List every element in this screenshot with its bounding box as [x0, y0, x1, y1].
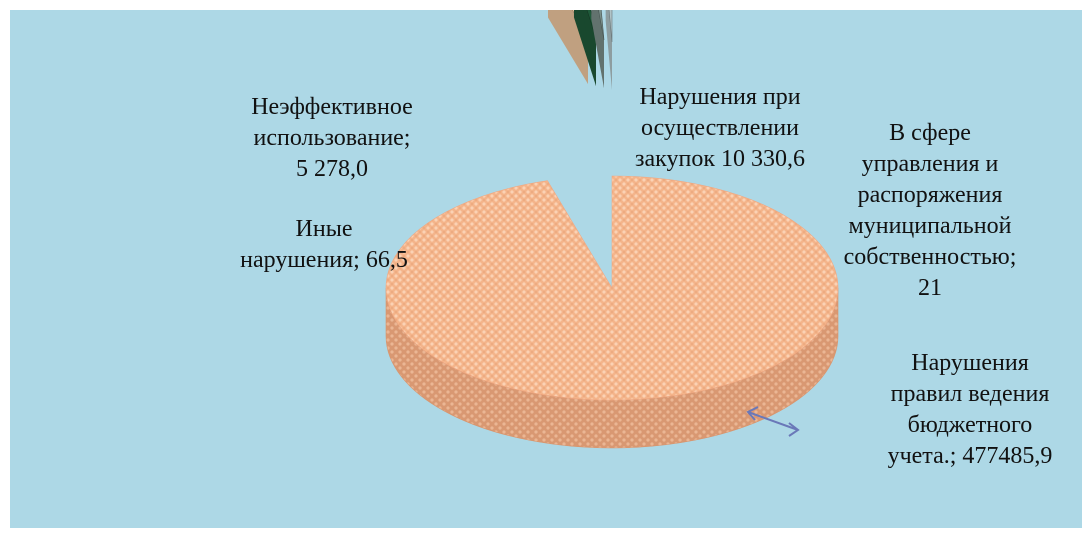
chart-area: Нарушения правил ведения бюджетного учет…: [10, 10, 1082, 528]
resize-arrow-icon: [746, 406, 800, 437]
label-line: В сфере: [889, 120, 971, 146]
label-line: Нарушения: [911, 350, 1029, 376]
pie-slice-5: [605, 10, 613, 90]
label-line: осуществлении: [641, 115, 799, 141]
label-line: правил ведения: [890, 381, 1050, 407]
slice-label-inefficient-use: Неэффективное использование; 5 278,0: [234, 92, 430, 185]
label-line: бюджетного: [907, 412, 1033, 438]
slice-label-other: Иные нарушения; 66,5: [224, 214, 424, 276]
label-line: учета.; 477485,9: [887, 443, 1053, 469]
label-line: распоряжения: [857, 182, 1003, 208]
pie-slice-4: [591, 10, 605, 88]
label-line: Неэффективное: [251, 94, 413, 120]
label-line: собственностью;: [843, 244, 1017, 270]
label-line: Иные: [295, 216, 353, 242]
slice-label-procurement: Нарушения при осуществлении закупок 10 3…: [612, 82, 828, 175]
label-line: нарушения; 66,5: [240, 247, 408, 273]
label-line: использование;: [253, 125, 411, 151]
label-line: муниципальной: [848, 213, 1012, 239]
pie-slice-1: [385, 175, 839, 449]
label-line: Нарушения при: [639, 84, 801, 110]
slice-label-budget-accounting: Нарушения правил ведения бюджетного учет…: [860, 348, 1080, 472]
pie-chart: [385, 10, 839, 449]
label-line: управления и: [861, 151, 999, 177]
label-line: 21: [918, 275, 942, 301]
label-line: 5 278,0: [296, 156, 368, 182]
slice-label-municipal-property: В сфере управления и распоряжения муници…: [830, 118, 1030, 304]
label-line: закупок 10 330,6: [635, 146, 805, 172]
